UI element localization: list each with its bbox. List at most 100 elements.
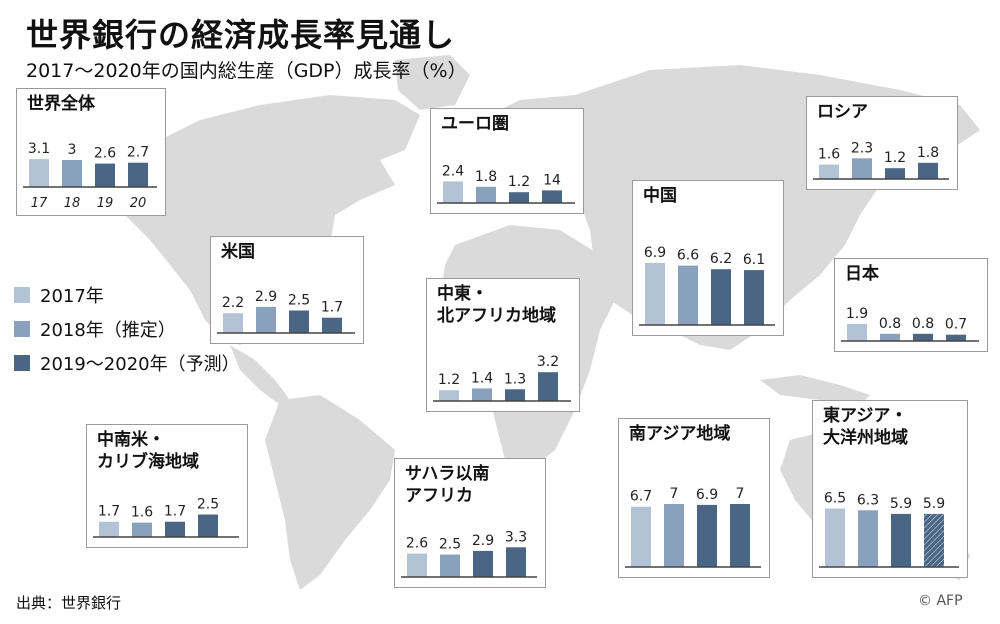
bar-2019: [885, 168, 905, 179]
panel-sub-saharan-africa: サハラ以南 アフリカ 2.6 2.5 2.9 3.3: [394, 458, 546, 588]
value-label: 6.1: [743, 252, 765, 268]
panel-title: 日本: [845, 263, 879, 285]
bar-2020: [198, 514, 218, 537]
bar-2017: [223, 313, 243, 333]
bar-2018: [852, 158, 872, 179]
panel-title: 米国: [221, 241, 255, 263]
panel-title-line: 世界全体: [27, 94, 95, 114]
panel-title: ロシア: [817, 101, 868, 123]
panel-title: 中国: [643, 185, 677, 207]
panel-title: 中東・ 北アフリカ地域: [437, 283, 556, 327]
value-label: 1.2: [438, 372, 460, 388]
panel-title: ユーロ圏: [441, 113, 509, 135]
category-label: 18: [64, 196, 81, 211]
bar-2018: [664, 504, 684, 567]
chart-world: 3.1 17 3 18 2.6 19 2.7 20: [23, 141, 157, 211]
value-label: 2.6: [406, 536, 428, 552]
chart-east-asia-pacific: 6.5 6.3 5.9 5.9: [819, 491, 959, 568]
chart-us: 2.2 2.9 2.5 1.7: [217, 289, 355, 334]
bar-2018: [678, 265, 698, 325]
value-label: 3.3: [505, 529, 527, 545]
page-title: 世界銀行の経済成長率見通し: [26, 16, 456, 54]
value-label: 6.9: [696, 487, 718, 503]
panel-title: サハラ以南 アフリカ: [405, 463, 489, 507]
value-label: 3.1: [28, 141, 50, 157]
panel-title: 世界全体: [27, 93, 95, 115]
bar-18: [62, 160, 82, 187]
bar-2019: [711, 269, 731, 325]
bar-2020: [744, 270, 764, 325]
category-label: 17: [31, 196, 48, 211]
afp-credit: © AFP: [918, 593, 963, 609]
panel-east-asia-pacific: 東アジア・ 大洋州地域 6.5 6.3 5.9 5.9: [812, 400, 968, 578]
chart-mena: 1.2 1.4 1.3 3.2: [433, 354, 571, 402]
bar-2019: [289, 310, 309, 333]
page-subtitle: 2017～2020年の国内総生産（GDP）成長率（%）: [26, 60, 467, 82]
bar-2020: [542, 190, 562, 203]
bar-2017: [631, 506, 651, 567]
value-label: 1.4: [471, 370, 493, 386]
value-label: 1.7: [98, 504, 120, 520]
bar-2017: [819, 164, 839, 179]
bar-2019: [913, 333, 933, 341]
panel-title: 中南米・ カリブ海地域: [97, 429, 199, 473]
bar-2018: [476, 186, 496, 203]
chart-south-asia: 6.7 7 6.9 7: [625, 486, 761, 568]
value-label: 5.9: [923, 496, 945, 512]
panel-title: 東アジア・ 大洋州地域: [823, 405, 908, 449]
bar-2018: [256, 306, 276, 333]
value-label: 2.6: [94, 146, 116, 162]
legend-item: 2018年（推定）: [14, 312, 240, 346]
bar-2018: [858, 510, 878, 567]
value-label: 1.3: [504, 371, 526, 387]
value-label: 7: [736, 486, 745, 502]
legend-swatch: [14, 355, 30, 371]
value-label: 6.2: [710, 251, 732, 267]
bar-2018: [880, 333, 900, 341]
panel-title-line: カリブ海地域: [97, 452, 199, 472]
bar-2020: [506, 547, 526, 577]
value-label: 2.5: [288, 293, 310, 309]
north-america-shape: [95, 95, 420, 345]
bar-2017: [825, 508, 845, 567]
value-label: 6.3: [857, 492, 879, 508]
legend-swatch: [14, 287, 30, 303]
panel-title-line: 大洋州地域: [823, 428, 908, 448]
value-label: 0.7: [945, 317, 967, 333]
source-note: 出典：世界銀行: [16, 594, 122, 612]
bar-2017: [99, 521, 119, 537]
chart-sub-saharan-africa: 2.6 2.5 2.9 3.3: [401, 529, 537, 578]
value-label: 6.5: [824, 491, 846, 507]
bar-2017: [847, 323, 867, 341]
value-label: 1.2: [508, 174, 530, 190]
panel-japan: 日本 1.9 0.8 0.8 0.7: [834, 258, 988, 352]
bar-2020: [918, 162, 938, 179]
chart-latin-america: 1.7 1.6 1.7 2.5: [93, 497, 239, 538]
value-label: 2.4: [442, 163, 464, 179]
bar-2017: [443, 181, 463, 203]
value-label: 2.3: [851, 140, 873, 156]
bar-19: [95, 163, 115, 187]
value-label: 1.8: [475, 169, 497, 185]
panel-title-line: 日本: [845, 264, 879, 284]
value-label: 1.6: [818, 147, 840, 163]
bar-20: [128, 162, 148, 187]
central-america-shape: [230, 345, 290, 405]
bar-2019: [505, 389, 525, 401]
bar-2018: [472, 388, 492, 401]
panel-russia: ロシア 1.6 2.3 1.2 1.8: [806, 96, 958, 190]
category-label: 20: [130, 196, 147, 211]
chart-japan: 1.9 0.8 0.8 0.7: [841, 306, 979, 342]
value-label: 1.7: [321, 300, 343, 316]
chart-russia: 1.6 2.3 1.2 1.8: [813, 140, 949, 180]
chart-eurozone: 2.4 1.8 1.2 14: [437, 163, 575, 204]
panel-title-line: ロシア: [817, 102, 868, 122]
bar-2020: [924, 513, 944, 567]
panel-title: 南アジア地域: [629, 423, 730, 445]
panel-world: 世界全体 3.1 17 3 18 2.6 19 2.7 20: [16, 88, 166, 216]
panel-title-line: アフリカ: [405, 486, 473, 506]
value-label: 2.9: [255, 289, 277, 305]
panel-title-line: 中国: [643, 186, 677, 206]
bar-2019: [891, 513, 911, 567]
legend-label: 2018年（推定）: [40, 320, 176, 341]
